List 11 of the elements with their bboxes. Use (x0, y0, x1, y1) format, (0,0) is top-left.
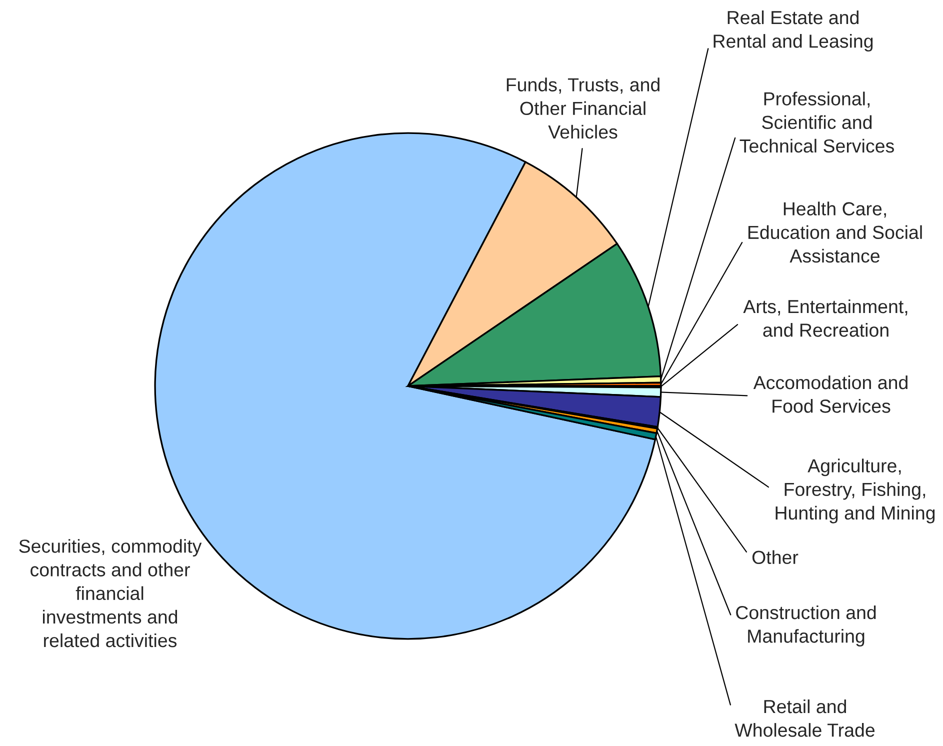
slice-label: Arts, Entertainment, and Recreation (743, 299, 908, 337)
slice-label: Professional, Scientific and Technical Services (740, 92, 894, 153)
slice-label: Real Estate and Rental and Leasing (714, 10, 873, 52)
slice-label: Construction and Manufacturing (736, 605, 876, 647)
slice-label: Retail and Wholesale Trade (734, 699, 875, 737)
slice-label: Agriculture, Forestry, Fishing, Hunting and Mining (776, 458, 935, 524)
slice-label: Securities, commodity contracts and other financial investments and related activities (19, 539, 202, 648)
slice-label: Health Care, Education and Social Assistance (748, 202, 922, 263)
slice-label: Accomodation and Food Services (753, 375, 908, 413)
slice-label: Other (752, 550, 798, 564)
slice-label: Funds, Trusts, and Other Financial Vehicles (506, 78, 660, 139)
